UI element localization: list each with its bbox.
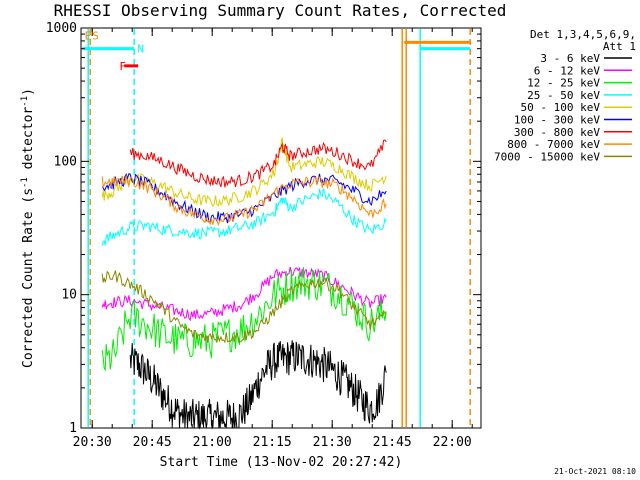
flag-labels: E S NF	[85, 29, 144, 72]
y-tick-label: 1000	[46, 21, 77, 36]
legend-entry: 50 - 100 keV	[521, 101, 601, 114]
series-line	[129, 340, 387, 430]
plot-frame	[80, 27, 482, 429]
x-tick-label: 21:45	[373, 435, 412, 450]
x-tick-label: 21:30	[313, 435, 352, 450]
series-lines	[101, 136, 387, 430]
legend-entry: 100 - 300 keV	[514, 114, 600, 127]
y-axis-label-end: )	[21, 88, 36, 96]
x-tick-label: 21:00	[193, 435, 232, 450]
y-axis-label-sup2: -1	[20, 96, 30, 107]
legend-entry: 3 - 6 keV	[540, 52, 600, 65]
y-tick-label: 10	[61, 288, 77, 303]
y-tick-label: 1	[69, 421, 77, 436]
flag-label: N	[137, 43, 144, 56]
series-line	[129, 139, 387, 188]
series-line	[101, 188, 387, 247]
y-tick-label: 100	[54, 154, 77, 169]
legend-entry: 12 - 25 keV	[527, 77, 600, 90]
x-tick-label: 20:45	[133, 435, 172, 450]
legend-entry: 300 - 800 keV	[514, 126, 600, 139]
timestamp: 21-Oct-2021 08:10	[554, 467, 636, 476]
x-tick-label: 20:30	[73, 435, 112, 450]
series-line	[101, 173, 387, 224]
plot-area: E S NF	[80, 27, 482, 430]
x-axis-label: Start Time (13-Nov-02 20:27:42)	[160, 455, 403, 470]
y-axis-label-sup1: -1	[20, 177, 30, 188]
series-line	[101, 266, 387, 322]
series-line	[101, 136, 387, 208]
flag-label: S	[92, 29, 99, 42]
legend-entry: 7000 - 15000 keV	[494, 150, 600, 163]
y-axis: 1 10 100 1000	[46, 21, 481, 436]
y-axis-label: Corrected Count Rate (s-1 detector-1)	[20, 88, 36, 368]
series-line	[101, 267, 387, 372]
chart-title: RHESSI Observing Summary Count Rates, Co…	[54, 1, 507, 20]
y-axis-label-main: Corrected Count Rate (s	[21, 188, 36, 368]
flag-label: E	[85, 29, 92, 42]
legend-entry: 6 - 12 keV	[534, 64, 601, 77]
x-tick-label: 21:15	[253, 435, 292, 450]
x-axis: 20:30 20:45 21:00 21:15 21:30 21:45 22:00	[73, 28, 473, 450]
x-tick-label: 22:00	[433, 435, 472, 450]
legend-entry: 800 - 7000 keV	[507, 138, 600, 151]
flag-label: F	[119, 60, 126, 73]
series-line	[101, 270, 387, 344]
legend-header: Att 1	[603, 40, 636, 53]
vertical-markers	[87, 29, 471, 427]
legend-entry: 25 - 50 keV	[527, 89, 600, 102]
y-axis-label-mid: detector	[21, 107, 36, 178]
legend-header: Det 1,3,4,5,6,9,	[530, 28, 636, 41]
series-line	[101, 175, 387, 227]
flag-bars	[82, 40, 471, 68]
